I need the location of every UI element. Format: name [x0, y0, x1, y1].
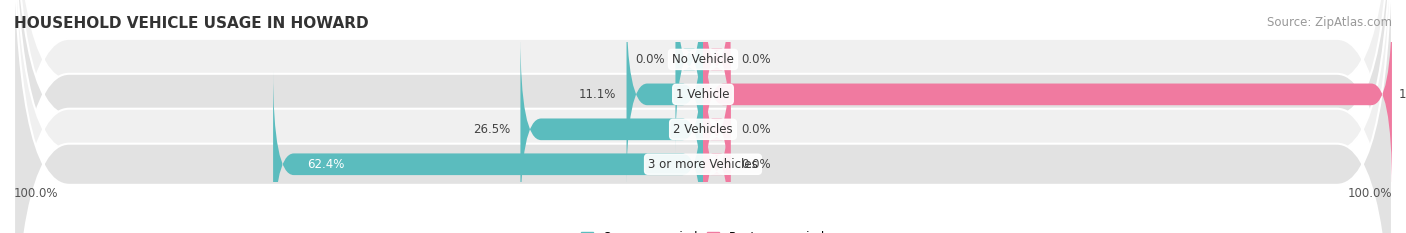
FancyBboxPatch shape [703, 0, 1392, 188]
FancyBboxPatch shape [627, 0, 703, 188]
FancyBboxPatch shape [703, 0, 731, 153]
Text: 0.0%: 0.0% [741, 123, 770, 136]
FancyBboxPatch shape [273, 70, 703, 233]
Text: 26.5%: 26.5% [472, 123, 510, 136]
Text: 100.0%: 100.0% [1347, 187, 1392, 200]
FancyBboxPatch shape [520, 35, 703, 223]
Text: 0.0%: 0.0% [741, 53, 770, 66]
FancyBboxPatch shape [14, 0, 1392, 233]
Text: 0.0%: 0.0% [636, 53, 665, 66]
FancyBboxPatch shape [703, 70, 731, 233]
Text: No Vehicle: No Vehicle [672, 53, 734, 66]
Legend: Owner-occupied, Renter-occupied: Owner-occupied, Renter-occupied [576, 226, 830, 233]
Text: 1 Vehicle: 1 Vehicle [676, 88, 730, 101]
FancyBboxPatch shape [14, 0, 1392, 233]
Text: 100.0%: 100.0% [14, 187, 59, 200]
Text: 0.0%: 0.0% [741, 158, 770, 171]
Text: HOUSEHOLD VEHICLE USAGE IN HOWARD: HOUSEHOLD VEHICLE USAGE IN HOWARD [14, 16, 368, 31]
Text: 62.4%: 62.4% [308, 158, 344, 171]
FancyBboxPatch shape [14, 0, 1392, 233]
FancyBboxPatch shape [675, 0, 703, 153]
Text: 100.0%: 100.0% [1399, 88, 1406, 101]
Text: 11.1%: 11.1% [579, 88, 616, 101]
FancyBboxPatch shape [14, 0, 1392, 233]
FancyBboxPatch shape [703, 35, 731, 223]
Text: Source: ZipAtlas.com: Source: ZipAtlas.com [1267, 16, 1392, 29]
Text: 2 Vehicles: 2 Vehicles [673, 123, 733, 136]
Text: 3 or more Vehicles: 3 or more Vehicles [648, 158, 758, 171]
